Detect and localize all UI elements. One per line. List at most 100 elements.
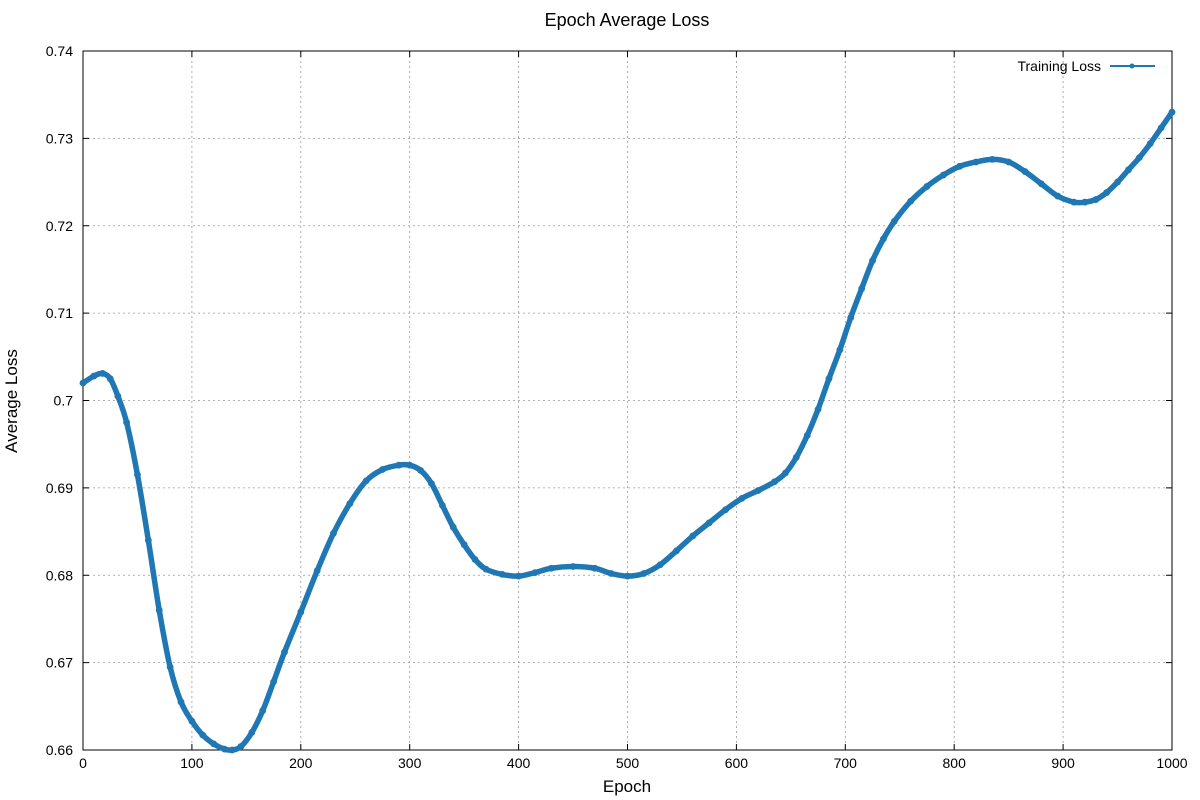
data-point: [313, 567, 321, 575]
data-point: [346, 500, 354, 507]
data-point: [689, 532, 697, 540]
data-point: [379, 466, 386, 473]
y-tick-label: 0.74: [46, 43, 73, 59]
data-point: [1125, 166, 1132, 174]
data-point: [114, 392, 122, 400]
data-point: [869, 257, 876, 265]
data-point: [847, 314, 855, 321]
data-point: [771, 478, 778, 486]
data-point: [988, 155, 996, 163]
data-point: [237, 743, 245, 750]
data-point: [297, 608, 305, 616]
data-point: [939, 171, 947, 179]
data-point: [259, 707, 267, 715]
data-point: [210, 740, 218, 748]
data-point: [923, 183, 931, 190]
y-tick-label: 0.71: [46, 305, 73, 321]
x-tick-label: 1000: [1156, 755, 1187, 771]
data-point: [792, 453, 800, 461]
data-point: [270, 678, 277, 686]
data-point: [890, 217, 898, 225]
data-point: [836, 346, 844, 354]
x-tick-label: 0: [79, 755, 87, 771]
x-tick-label: 200: [289, 755, 313, 771]
data-point: [248, 729, 256, 736]
data-point: [482, 565, 490, 573]
data-point: [498, 570, 506, 578]
data-point: [199, 731, 207, 739]
data-point: [1037, 180, 1045, 188]
data-point: [134, 471, 141, 479]
y-tick-label: 0.69: [46, 480, 73, 496]
x-tick-label: 300: [398, 755, 422, 771]
data-point: [228, 746, 236, 754]
y-tick-label: 0.7: [54, 393, 74, 409]
data-point: [166, 663, 174, 671]
y-tick-labels: 0.66 0.67 0.68 0.69 0.7 0.71 0.72 0.73 0.74: [46, 43, 73, 758]
data-point: [531, 569, 539, 577]
x-tick-label: 900: [1051, 755, 1075, 771]
data-point: [673, 547, 680, 555]
data-point: [607, 570, 615, 577]
data-point: [1157, 124, 1165, 132]
data-point: [406, 461, 414, 469]
data-point: [1135, 154, 1143, 162]
legend-marker-sample: [1129, 63, 1135, 69]
data-point: [362, 477, 370, 485]
x-tick-label: 500: [616, 755, 640, 771]
legend-label: Training Loss: [1017, 58, 1101, 74]
data-point: [656, 561, 664, 569]
data-point: [814, 405, 822, 413]
data-point: [705, 519, 713, 527]
data-point: [1081, 198, 1089, 206]
data-point: [417, 467, 424, 474]
data-point: [1146, 140, 1154, 148]
data-point: [330, 529, 337, 537]
data-point: [1168, 108, 1176, 116]
data-point: [1021, 168, 1029, 175]
data-point: [1103, 189, 1111, 196]
y-tick-label: 0.72: [46, 218, 73, 234]
x-tick-label: 400: [507, 755, 531, 771]
data-point: [438, 501, 446, 509]
data-point: [1070, 198, 1078, 206]
data-point: [155, 606, 163, 614]
data-point: [449, 523, 457, 531]
data-point: [471, 556, 479, 563]
chart-title: Epoch Average Loss: [545, 10, 710, 30]
x-tick-label: 800: [943, 755, 967, 771]
data-point: [569, 563, 577, 570]
data-point: [880, 235, 887, 243]
data-point: [640, 570, 648, 577]
data-point: [515, 572, 522, 580]
data-point: [547, 564, 555, 572]
data-point: [1005, 158, 1013, 166]
x-tick-label: 100: [180, 755, 204, 771]
data-point: [221, 745, 228, 753]
data-point: [624, 572, 631, 580]
data-point: [591, 564, 599, 572]
data-point: [188, 717, 196, 725]
data-point: [972, 158, 980, 166]
data-point: [907, 197, 915, 205]
data-point: [782, 469, 789, 477]
axis-ticks: [82, 50, 1173, 751]
data-point: [177, 698, 185, 706]
data-point: [825, 375, 833, 383]
x-axis-title: Epoch: [603, 777, 651, 796]
data-point: [123, 418, 130, 426]
data-point: [428, 480, 435, 487]
data-point: [1092, 196, 1100, 203]
y-tick-label: 0.66: [46, 742, 73, 758]
data-point: [460, 541, 468, 549]
data-point: [1054, 192, 1062, 200]
data-point: [738, 494, 746, 502]
legend: Training Loss: [1017, 58, 1155, 74]
x-tick-label: 600: [725, 755, 749, 771]
data-point: [79, 379, 87, 387]
data-point: [106, 375, 114, 383]
y-axis-title: Average Loss: [2, 349, 21, 453]
x-tick-label: 700: [834, 755, 858, 771]
